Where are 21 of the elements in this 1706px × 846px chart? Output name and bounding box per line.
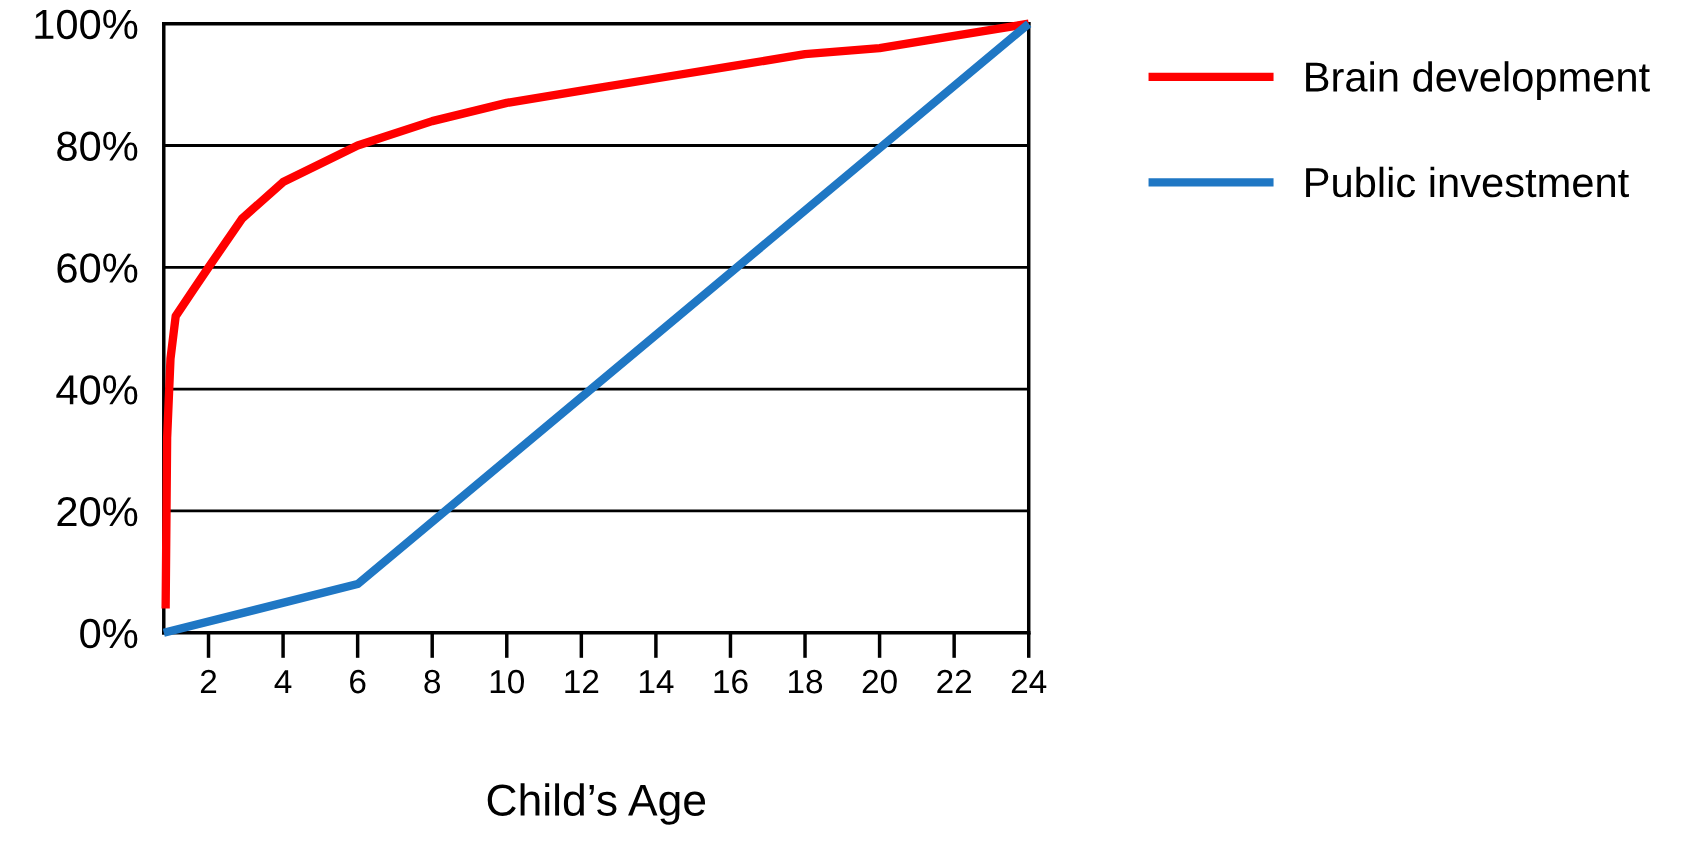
x-tick-label: 8	[424, 669, 441, 694]
x-tick-label: 14	[639, 670, 674, 694]
x-tick-label: 18	[789, 669, 823, 694]
y-tick-label: 60%	[57, 253, 138, 283]
x-tick-label: 10	[490, 669, 525, 694]
x-tick-label: 4	[274, 670, 292, 694]
x-tick-label: 24	[1011, 669, 1047, 694]
y-tick-label: 0%	[80, 618, 138, 649]
y-tick-label: 80%	[57, 131, 138, 162]
legend-label: Brain development	[1306, 61, 1650, 101]
x-tick-label: 16	[714, 669, 748, 694]
y-tick-label: 40%	[56, 375, 138, 405]
x-tick-label: 12	[565, 669, 599, 694]
x-tick-label: 2	[200, 669, 217, 694]
x-axis-title: Child’s Age	[487, 783, 706, 825]
x-tick-label: 6	[350, 669, 366, 694]
x-tick-label: 20	[862, 669, 897, 694]
x-tick-label: 22	[937, 669, 972, 694]
legend-label: Public investment	[1306, 166, 1629, 198]
y-tick-label: 100%	[35, 9, 138, 40]
y-tick-label: 20%	[57, 496, 138, 527]
